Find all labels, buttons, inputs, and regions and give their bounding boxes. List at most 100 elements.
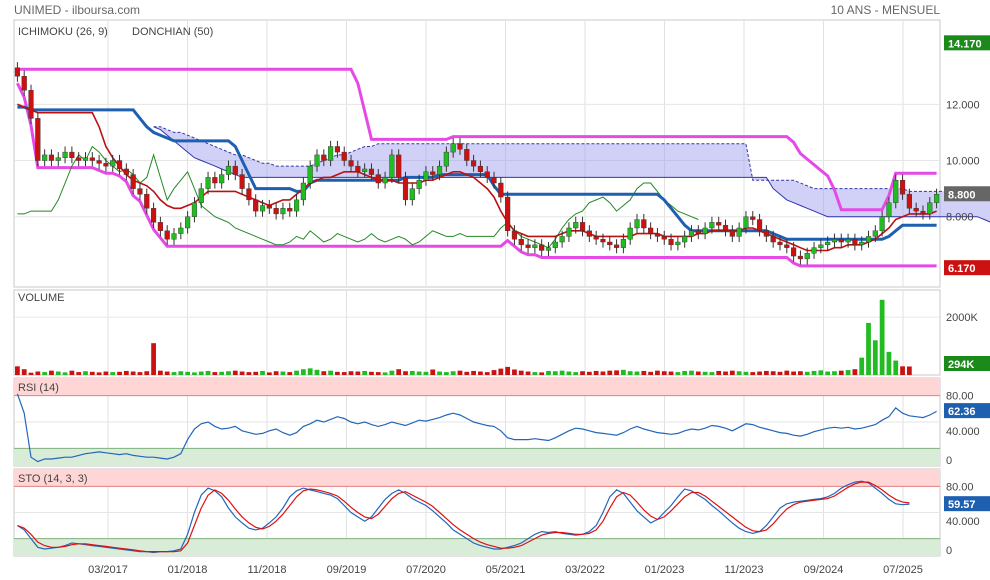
volume-bar (192, 372, 197, 375)
price-axis-label: 10.000 (946, 156, 980, 168)
volume-bar (375, 372, 381, 375)
volume-bar (266, 372, 272, 375)
volume-bar (879, 299, 885, 375)
candle-body (811, 247, 817, 254)
donchian-value-tag (944, 260, 990, 276)
volume-bar (464, 371, 470, 375)
candle-body (668, 239, 674, 246)
volume-bar (307, 368, 313, 375)
candle-body (178, 227, 184, 234)
candle-body (573, 222, 579, 229)
volume-bar (89, 371, 95, 375)
candle-body (688, 230, 695, 237)
candle-body (906, 194, 912, 209)
candle-body (293, 199, 300, 212)
volume-bar (348, 371, 354, 375)
volume-bar (866, 322, 871, 375)
volume-bar (396, 369, 402, 375)
volume-bar (804, 371, 810, 375)
volume-bar (219, 371, 225, 375)
candle-body (893, 179, 899, 203)
candle-body (498, 182, 504, 198)
volume-bar (83, 371, 88, 375)
volume-bar (151, 343, 156, 375)
candle-body (307, 165, 313, 184)
candle-body (743, 216, 749, 229)
candle-body (212, 177, 218, 184)
candle-body (198, 188, 204, 203)
candle-body (341, 151, 347, 161)
volume-bar (430, 369, 436, 375)
rsi-axis-80: 80.00 (946, 391, 974, 403)
donchian-value-label: 6.170 (948, 263, 976, 275)
volume-bar (55, 371, 61, 375)
donchian-lower-line (16, 82, 937, 268)
volume-bar (580, 371, 585, 375)
volume-bar (478, 371, 483, 375)
candle-body (511, 230, 518, 240)
volume-bar (457, 370, 463, 375)
volume-bar (362, 370, 368, 375)
volume-bar (661, 371, 667, 375)
volume-bar (586, 371, 592, 375)
candle-body (545, 247, 552, 251)
volume-bar (798, 371, 803, 375)
legend-donchian: DONCHIAN (50) (132, 26, 213, 38)
candle-body (777, 241, 783, 246)
volume-bar (280, 371, 286, 375)
price-axis-label: 12.000 (946, 99, 980, 111)
volume-bar (103, 371, 109, 375)
volume-bar (260, 370, 265, 375)
volume-bar (512, 369, 517, 375)
candle-body (375, 174, 381, 184)
candle-body (682, 236, 688, 243)
candles (14, 62, 940, 265)
candle-body (831, 239, 838, 243)
candle-body (518, 239, 524, 246)
candle-body (225, 165, 232, 175)
kijun-sen-line (17, 105, 937, 241)
volume-bar (539, 372, 545, 375)
volume-last-label: 294K (948, 359, 974, 371)
volume-bar (777, 371, 783, 375)
rsi-last-label: 62.36 (948, 406, 976, 418)
candle-body (899, 179, 906, 195)
candle-body (382, 177, 388, 184)
candle-body (82, 157, 89, 161)
candle-body (477, 165, 483, 172)
candle-body (144, 194, 150, 209)
volume-bar (117, 371, 122, 375)
volume-bar (273, 371, 279, 375)
candle-body (14, 67, 20, 77)
candle-body (239, 174, 245, 189)
candle-body (736, 227, 742, 237)
candle-body (457, 143, 463, 150)
volume-bar (723, 371, 728, 375)
volume-bar (736, 371, 742, 375)
volume-bar (226, 371, 231, 375)
volume-bar (832, 371, 837, 375)
x-tick-label: 03/2022 (565, 564, 605, 576)
volume-bar (382, 372, 388, 375)
volume-bar (239, 371, 245, 375)
candle-body (409, 188, 415, 201)
volume-bar (600, 371, 606, 375)
candle-body (110, 160, 116, 167)
x-tick-label: 05/2021 (486, 564, 526, 576)
candle-body (300, 182, 306, 201)
price-axis-label: 8.000 (946, 212, 974, 224)
candle-body (436, 165, 443, 175)
candle-body (103, 163, 109, 167)
candle-body (525, 244, 531, 248)
volume-bar (546, 370, 551, 375)
candle-body (825, 241, 831, 246)
volume-bar (69, 370, 75, 375)
candle-body (818, 244, 824, 248)
candle-body (321, 154, 327, 161)
candle-body (328, 146, 334, 161)
candle-body (722, 224, 729, 231)
chart-period-title: 10 ANS - MENSUEL (830, 3, 940, 17)
volume-bar (158, 370, 163, 375)
volume-bar (906, 366, 912, 375)
